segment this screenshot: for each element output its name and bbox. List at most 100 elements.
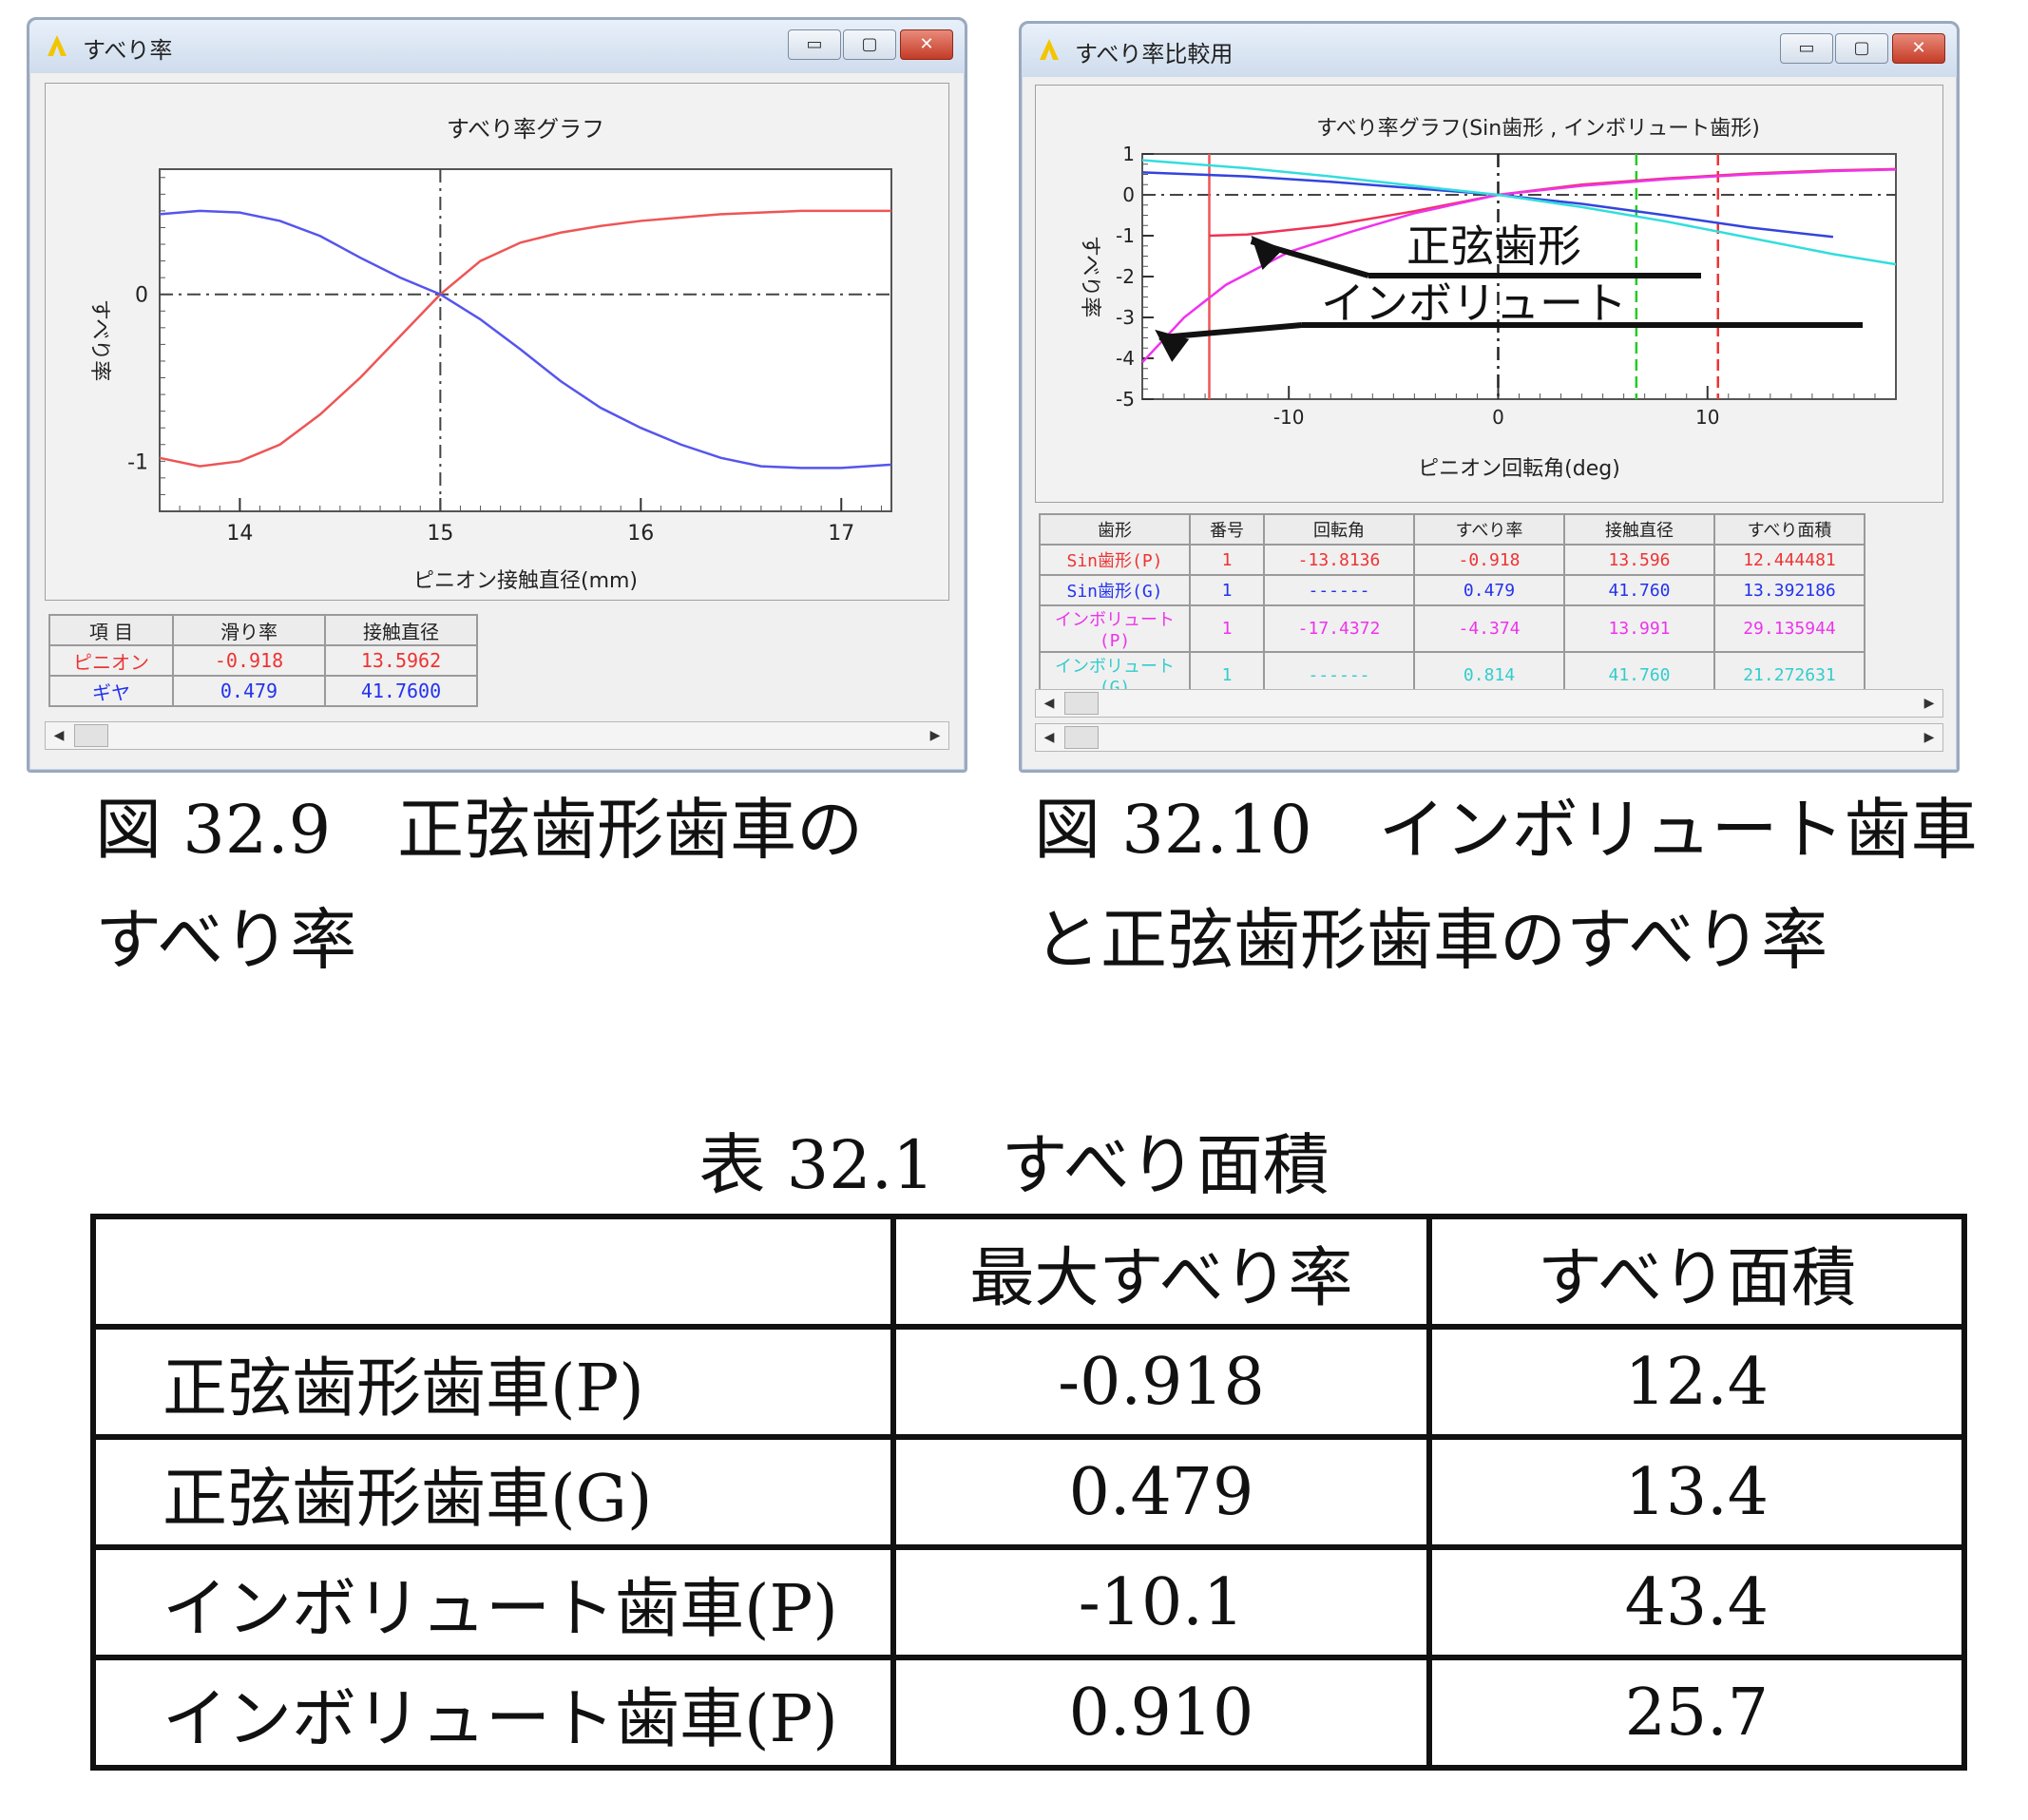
y-axis-label: すべり率 — [87, 299, 111, 381]
result-table: 項 目 滑り率 接触直径 ピニオン -0.918 13.5962 ギヤ 0.47… — [48, 614, 478, 707]
horizontal-scrollbar[interactable]: ◀ ▶ — [1035, 723, 1943, 752]
header-slip-area: すべり面積 — [1425, 1214, 1968, 1330]
slip-rate-compare-chart: すべり率グラフ(Sin歯形 , インボリュート歯形) ピニオン回転角(deg) すべ… — [1078, 117, 1897, 481]
cell: 1 — [1189, 574, 1265, 606]
series-line-3 — [1141, 159, 1897, 266]
table-row: 正弦歯形歯車(G) 0.479 13.4 — [89, 1434, 1968, 1550]
cell: インボリュート(P) — [1039, 604, 1191, 653]
y-tick-label: -4 — [1116, 347, 1135, 370]
annotation-sine-profile: 正弦歯形 — [1406, 220, 1581, 272]
row-rate: -0.918 — [172, 644, 326, 677]
series-line-1 — [159, 209, 892, 469]
header-max-slip-rate: 最大すべり率 — [890, 1214, 1432, 1330]
row-label: インボリュート歯車(P) — [89, 1544, 897, 1660]
caption-line: 図 32.10 インボリュート歯車 — [1034, 791, 1978, 869]
series-line-2 — [1141, 168, 1897, 364]
x-axis-label: ピニオン接触直径(mm) — [413, 569, 638, 593]
annotation-arrowhead-1 — [1251, 236, 1284, 270]
table-row: インボリュート歯車(P) 0.910 25.7 — [89, 1655, 1968, 1771]
cell: 0.479 — [1413, 574, 1565, 606]
scroll-left-icon[interactable]: ◀ — [1043, 730, 1055, 745]
x-axis-label: ピニオン回転角(deg) — [1418, 457, 1620, 481]
cell: 12.444481 — [1713, 544, 1865, 576]
cell: 41.760 — [1563, 574, 1715, 606]
chart-title: すべり率グラフ — [447, 116, 604, 143]
scroll-thumb[interactable] — [1064, 692, 1099, 715]
scroll-left-icon[interactable]: ◀ — [1043, 696, 1055, 711]
horizontal-scrollbar[interactable]: ◀ ▶ — [1035, 689, 1943, 718]
scroll-right-icon[interactable]: ▶ — [1923, 696, 1935, 711]
cell: -4.374 — [1413, 604, 1565, 653]
cell: 1 — [1189, 604, 1265, 653]
maximize-button[interactable]: ▢ — [1835, 33, 1888, 64]
max-slip-rate-value: 0.479 — [890, 1434, 1432, 1550]
slip-area-value: 13.4 — [1425, 1434, 1968, 1550]
minimize-button[interactable]: ▭ — [1780, 33, 1833, 64]
scroll-thumb[interactable] — [74, 724, 108, 747]
scroll-right-icon[interactable]: ▶ — [929, 728, 941, 743]
header-empty — [89, 1214, 897, 1330]
window-slip-rate-compare: すべり率比較用 ▭ ▢ ✕ すべり率グラフ(Sin歯形 , インボリュート歯形)… — [1019, 21, 1960, 773]
figure-caption-2: 図 32.10 インボリュート歯車 と正弦歯形歯車のすべり率 — [1034, 775, 1978, 995]
compare-table: 歯形 番号 回転角 すべり率 接触直径 すべり面積 Sin歯形(P) 1 -13… — [1039, 513, 1865, 699]
title-bar[interactable]: すべり率比較用 ▭ ▢ ✕ — [1022, 24, 1957, 77]
close-button[interactable]: ✕ — [900, 29, 953, 60]
table-row[interactable]: Sin歯形(P) 1 -13.8136 -0.918 13.596 12.444… — [1039, 544, 1865, 576]
cell: 29.135944 — [1713, 604, 1865, 653]
col-header-diameter: 接触直径 — [324, 614, 478, 646]
cell: -0.918 — [1413, 544, 1565, 576]
table-row: インボリュート歯車(P) -10.1 43.4 — [89, 1544, 1968, 1660]
y-tick-label: 0 — [135, 284, 148, 308]
col-header-angle: 回転角 — [1263, 513, 1415, 546]
col-header-diameter: 接触直径 — [1563, 513, 1715, 546]
x-tick-label: 17 — [828, 522, 854, 546]
slip-area-value: 12.4 — [1425, 1324, 1968, 1440]
title-bar[interactable]: すべり率 ▭ ▢ ✕ — [29, 20, 965, 73]
table-row[interactable]: ピニオン -0.918 13.5962 — [48, 644, 478, 677]
x-tick-label: 14 — [226, 522, 253, 546]
chart-panel: すべり率グラフ(Sin歯形 , インボリュート歯形) ピニオン回転角(deg) すべ… — [1035, 85, 1943, 503]
y-tick-label: -5 — [1116, 388, 1135, 411]
row-name: ピニオン — [48, 644, 174, 677]
series-line-0 — [159, 209, 891, 468]
cell: -13.8136 — [1263, 544, 1415, 576]
scroll-left-icon[interactable]: ◀ — [53, 728, 65, 743]
row-name: ギヤ — [48, 675, 174, 707]
chart-title: すべり率グラフ(Sin歯形 , インボリュート歯形) — [1316, 117, 1760, 141]
col-header-area: すべり面積 — [1713, 513, 1865, 546]
x-tick-label: 15 — [427, 522, 453, 546]
y-tick-label: 1 — [1122, 143, 1135, 165]
scroll-thumb[interactable] — [1064, 726, 1099, 749]
window-slip-rate: すべり率 ▭ ▢ ✕ すべり率グラフピニオン接触直径(mm) すべり率 14 15 16… — [27, 17, 967, 773]
figure-caption-1: 図 32.9 正弦歯形歯車の すべり率 — [95, 775, 863, 995]
table-row: 正弦歯形歯車(P) -0.918 12.4 — [89, 1324, 1968, 1440]
table-row[interactable]: インボリュート(P) 1 -17.4372 -4.374 13.991 29.1… — [1039, 604, 1865, 653]
col-header-rate: すべり率 — [1413, 513, 1565, 546]
row-diameter: 41.7600 — [324, 675, 478, 707]
row-rate: 0.479 — [172, 675, 326, 707]
x-tick-label: 16 — [627, 522, 654, 546]
minimize-button[interactable]: ▭ — [788, 29, 841, 60]
col-header-profile: 歯形 — [1039, 513, 1191, 546]
window-title: すべり率 — [83, 37, 173, 64]
max-slip-rate-value: -0.918 — [890, 1324, 1432, 1440]
maximize-button[interactable]: ▢ — [843, 29, 896, 60]
caption-line: すべり率 — [95, 901, 357, 979]
annotation-involute: インボリュート — [1321, 278, 1627, 329]
y-tick-label: 0 — [1122, 183, 1135, 206]
horizontal-scrollbar[interactable]: ◀ ▶ — [45, 721, 949, 750]
table-row[interactable]: ギヤ 0.479 41.7600 — [48, 675, 478, 707]
table-row[interactable]: Sin歯形(G) 1 ------ 0.479 41.760 13.392186 — [1039, 574, 1865, 606]
cell: 13.596 — [1563, 544, 1715, 576]
x-tick-label: 10 — [1695, 406, 1719, 429]
row-diameter: 13.5962 — [324, 644, 478, 677]
close-button[interactable]: ✕ — [1892, 33, 1945, 64]
slip-area-table: 最大すべり率 すべり面積 正弦歯形歯車(P) -0.918 12.4 正弦歯形歯… — [89, 1214, 1968, 1771]
y-tick-label: -2 — [1116, 265, 1135, 288]
scroll-right-icon[interactable]: ▶ — [1923, 730, 1935, 745]
annotation-arrow-line-2 — [1158, 322, 1303, 341]
x-tick-label: -10 — [1273, 406, 1305, 429]
cell: Sin歯形(G) — [1039, 574, 1191, 606]
app-icon — [1040, 39, 1059, 60]
